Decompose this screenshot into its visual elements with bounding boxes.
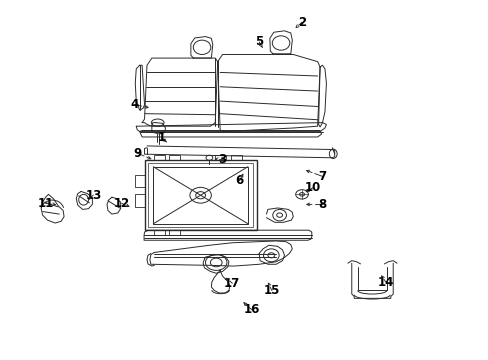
Bar bbox=[135, 194, 144, 207]
Text: 1: 1 bbox=[157, 131, 165, 144]
Text: 3: 3 bbox=[218, 153, 226, 166]
Bar bbox=[168, 230, 179, 235]
Bar bbox=[154, 155, 164, 160]
Bar bbox=[154, 230, 164, 235]
Bar bbox=[135, 175, 144, 187]
Bar bbox=[148, 163, 252, 227]
Bar bbox=[168, 155, 179, 160]
Text: 10: 10 bbox=[304, 181, 320, 194]
Bar bbox=[215, 155, 225, 160]
Text: 12: 12 bbox=[113, 197, 129, 210]
Text: 8: 8 bbox=[318, 198, 326, 211]
Text: 17: 17 bbox=[224, 277, 240, 290]
Text: 15: 15 bbox=[263, 284, 280, 297]
Text: 6: 6 bbox=[235, 174, 243, 187]
Text: 4: 4 bbox=[130, 98, 139, 111]
Text: 13: 13 bbox=[85, 189, 101, 202]
Text: 11: 11 bbox=[38, 197, 54, 210]
Text: 2: 2 bbox=[297, 16, 305, 29]
Text: 16: 16 bbox=[243, 303, 260, 316]
Text: 9: 9 bbox=[133, 147, 141, 159]
Text: 5: 5 bbox=[254, 35, 263, 49]
Bar bbox=[153, 167, 247, 224]
Text: 14: 14 bbox=[377, 276, 393, 289]
Text: 7: 7 bbox=[318, 170, 326, 183]
Bar bbox=[230, 155, 241, 160]
Bar bbox=[144, 160, 256, 230]
